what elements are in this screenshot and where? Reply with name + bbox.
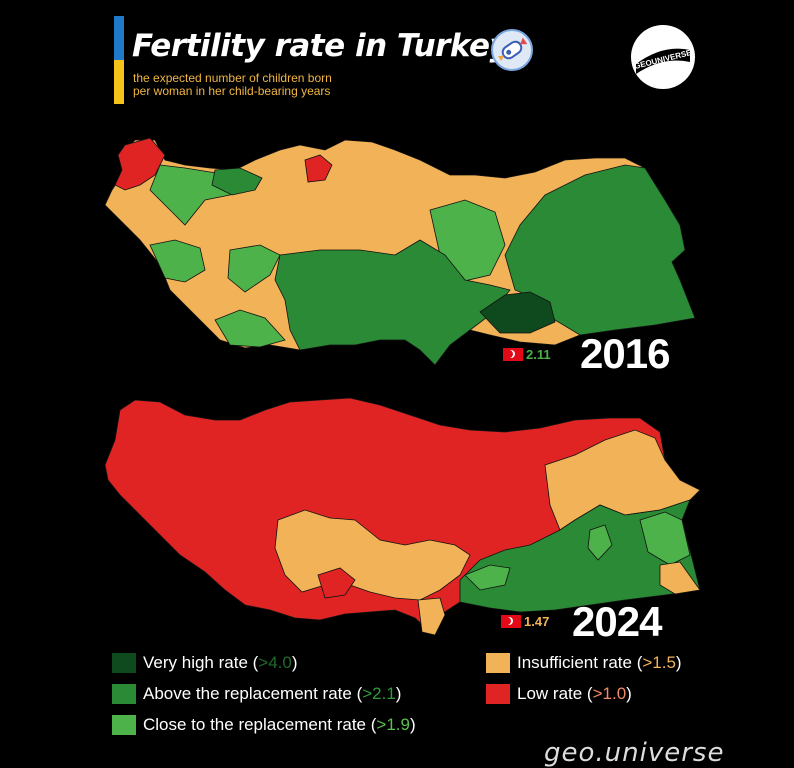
legend-label: Close to the replacement rate (: [143, 715, 377, 734]
legend-item: Insufficient rate (>1.5): [486, 653, 682, 673]
legend-close-paren: ): [626, 684, 632, 703]
rocket-icon: [491, 29, 533, 71]
legend-close-paren: ): [409, 715, 416, 734]
map-2016-thrace-low: [114, 137, 166, 191]
legend-close-paren: ): [675, 653, 682, 672]
legend-label: Above the replacement rate (: [143, 684, 363, 703]
map-2016-central-close: [227, 244, 281, 293]
legend-label: Insufficient rate (: [517, 653, 643, 672]
legend-close-paren: ): [395, 684, 402, 703]
map-2016-central-above: [274, 239, 511, 366]
map-2024-southeast-insufficient: [659, 561, 701, 595]
flag-color-bar: [114, 16, 124, 104]
legend-label: Low rate (: [517, 684, 593, 703]
map-2016-southeast-very-high: [479, 291, 556, 334]
national-rate-2024: 1.47: [501, 614, 549, 629]
turkey-flag-icon: [503, 348, 523, 361]
map-2024-south-close: [464, 564, 511, 591]
map-2024: [104, 397, 701, 636]
watermark: geo.universe: [544, 738, 725, 768]
legend-swatch: [486, 653, 510, 673]
legend-swatch: [112, 684, 136, 704]
national-rate-2016-value: 2.11: [526, 347, 551, 362]
map-2024-hatay-insufficient: [417, 597, 446, 636]
legend-threshold: >1.0: [592, 684, 627, 703]
legend-threshold: >1.9: [376, 715, 410, 734]
turkey-flag-icon: [501, 615, 521, 628]
map-2016-north-low: [304, 154, 333, 183]
map-2024-central-low: [317, 567, 356, 599]
map-2016-east-above: [504, 164, 696, 336]
legend-swatch: [486, 684, 510, 704]
legend-swatch: [112, 653, 136, 673]
year-label-2024: 2024: [572, 598, 662, 645]
map-2016-coast-above: [211, 167, 263, 196]
legend-item: Above the replacement rate (>2.1): [112, 684, 401, 704]
page-subtitle: the expected number of children born per…: [133, 71, 332, 98]
legend-item: Low rate (>1.0): [486, 684, 632, 704]
map-2024-mid-close: [587, 524, 613, 561]
legend-threshold: >2.1: [362, 684, 396, 703]
map-2016-aegean-close: [149, 239, 206, 283]
legend-swatch: [112, 715, 136, 735]
page-title: Fertility rate in Turkey: [132, 28, 510, 64]
map-2024-east-close: [639, 511, 691, 566]
map-2016: [104, 137, 696, 366]
national-rate-2024-value: 1.47: [524, 614, 550, 629]
legend-close-paren: ): [291, 653, 298, 672]
legend-threshold: >1.5: [642, 653, 676, 672]
flag-bar-blue: [114, 16, 124, 60]
legend-item: Close to the replacement rate (>1.9): [112, 715, 416, 735]
flag-bar-yellow: [114, 60, 124, 104]
legend-label: Very high rate (: [143, 653, 259, 672]
national-rate-2016: 2.11: [503, 347, 551, 362]
year-label-2016: 2016: [580, 330, 670, 377]
map-2016-sw-close: [214, 309, 286, 348]
legend-threshold: >4.0: [258, 653, 292, 672]
geouniverse-logo: GEOUNIVERSE: [631, 25, 695, 89]
legend-item: Very high rate (>4.0): [112, 653, 298, 673]
